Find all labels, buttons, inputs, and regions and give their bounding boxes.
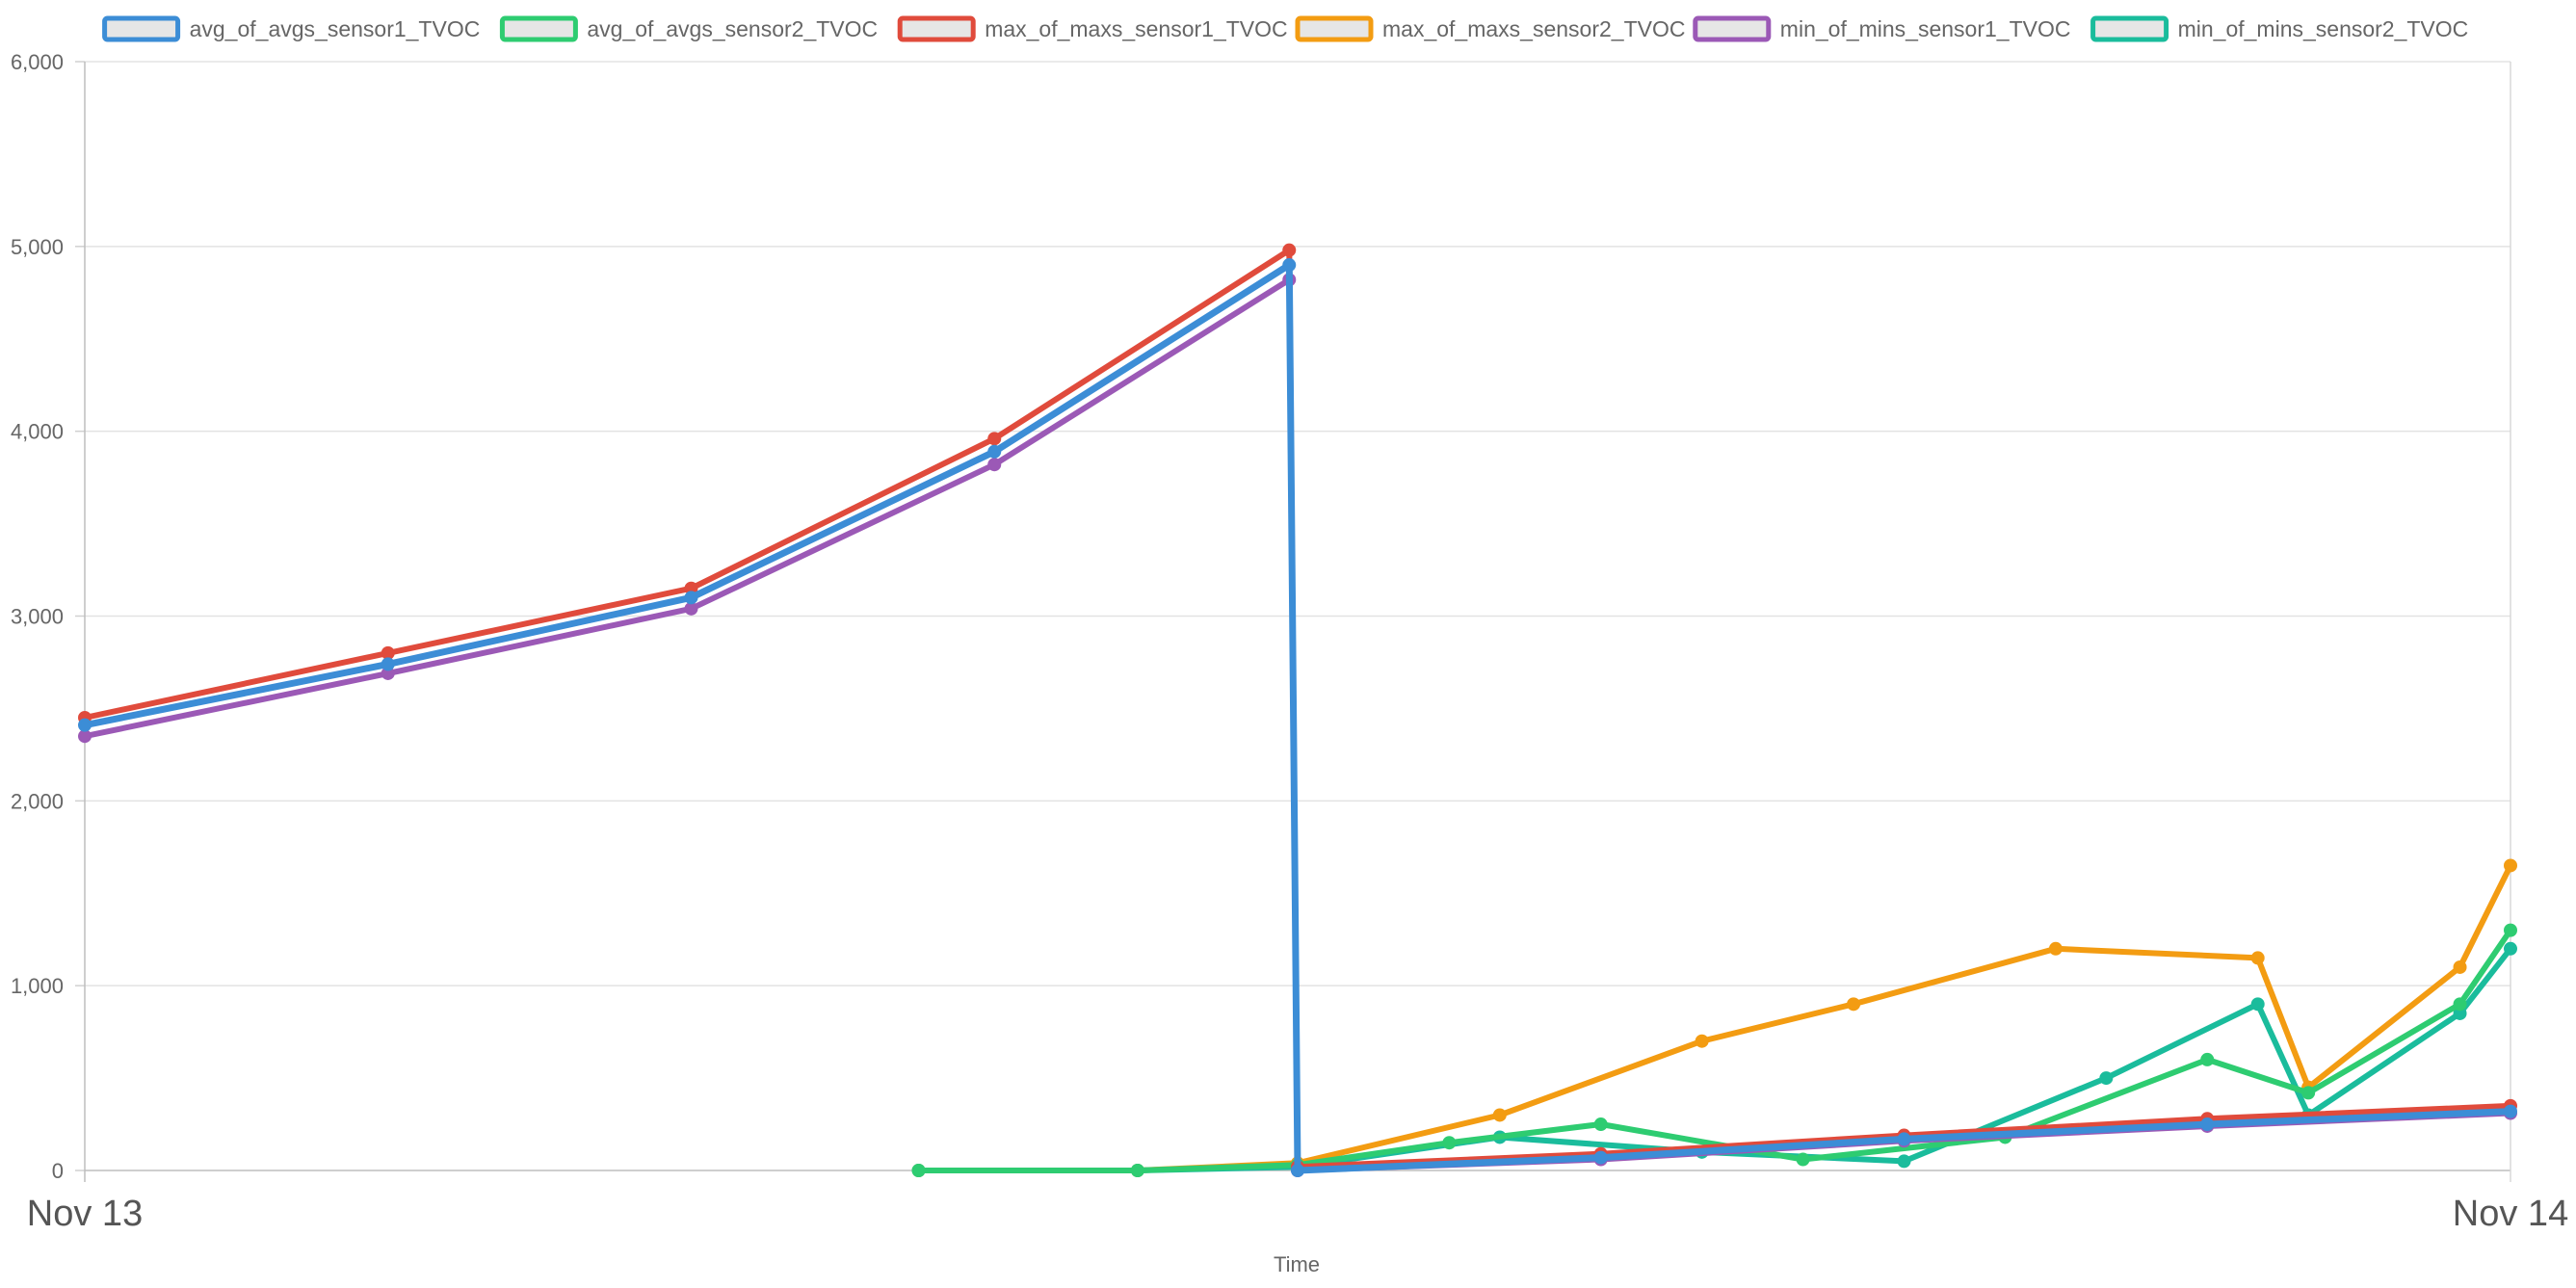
legend-item-min_of_mins_sensor2_TVOC: min_of_mins_sensor2_TVOC bbox=[2090, 15, 2469, 42]
data-point bbox=[1847, 997, 1861, 1012]
y-tick-label: 5,000 bbox=[11, 235, 64, 259]
y-tick-label: 3,000 bbox=[11, 605, 64, 629]
data-point bbox=[2250, 997, 2265, 1012]
data-point bbox=[1897, 1132, 1911, 1146]
legend-label: min_of_mins_sensor1_TVOC bbox=[1780, 16, 2071, 41]
series-avg_of_avgs_sensor1_TVOC bbox=[78, 258, 2517, 1177]
legend-item-avg_of_avgs_sensor1_TVOC: avg_of_avgs_sensor1_TVOC bbox=[102, 15, 481, 42]
data-point bbox=[1282, 243, 1297, 257]
data-point bbox=[1593, 1150, 1608, 1165]
data-point bbox=[1442, 1136, 1457, 1150]
data-point bbox=[2301, 1086, 2316, 1100]
data-point bbox=[1291, 1164, 1304, 1177]
data-point bbox=[78, 729, 92, 744]
x-axis-title: Time bbox=[1274, 1252, 1320, 1276]
legend-swatch bbox=[897, 15, 976, 42]
data-point bbox=[2200, 1117, 2215, 1132]
legend-item-avg_of_avgs_sensor2_TVOC: avg_of_avgs_sensor2_TVOC bbox=[499, 15, 878, 42]
legend-item-min_of_mins_sensor1_TVOC: min_of_mins_sensor1_TVOC bbox=[1693, 15, 2071, 42]
data-point bbox=[2200, 1052, 2215, 1066]
legend-item-max_of_maxs_sensor1_TVOC: max_of_maxs_sensor1_TVOC bbox=[897, 15, 1288, 42]
y-tick-label: 6,000 bbox=[11, 50, 64, 74]
y-tick-label: 2,000 bbox=[11, 789, 64, 813]
series-max_of_maxs_sensor2_TVOC bbox=[911, 858, 2517, 1177]
legend-swatch bbox=[1295, 15, 1374, 42]
data-point bbox=[2504, 1104, 2517, 1118]
legend-label: min_of_mins_sensor2_TVOC bbox=[2178, 16, 2469, 41]
grid bbox=[75, 61, 2511, 1182]
data-point bbox=[1130, 1164, 1144, 1177]
y-tick-label: 4,000 bbox=[11, 420, 64, 444]
data-point bbox=[1593, 1117, 1608, 1132]
data-point bbox=[381, 657, 395, 671]
data-point bbox=[2504, 941, 2517, 956]
data-point bbox=[1796, 1152, 1810, 1167]
axes: 0 1,000 2,000 3,000 4,000 5,000 6,000 Nov 13 Nov… bbox=[11, 50, 2568, 1234]
data-point bbox=[1897, 1154, 1911, 1169]
data-point bbox=[2504, 923, 2517, 937]
data-point bbox=[2099, 1071, 2114, 1086]
x-tick-label: Nov 13 bbox=[27, 1194, 143, 1234]
y-tick-label: 0 bbox=[52, 1159, 64, 1183]
x-tick-label: Nov 14 bbox=[2453, 1194, 2568, 1234]
legend-swatch bbox=[2090, 15, 2169, 42]
data-point bbox=[2453, 997, 2467, 1012]
data-point bbox=[987, 458, 1002, 472]
legend-label: avg_of_avgs_sensor1_TVOC bbox=[190, 16, 481, 41]
data-point bbox=[2504, 858, 2517, 873]
data-point bbox=[1492, 1108, 1507, 1122]
data-point bbox=[2453, 959, 2467, 974]
legend: avg_of_avgs_sensor1_TVOC avg_of_avgs_sens… bbox=[102, 15, 2469, 42]
series-avg_of_avgs_sensor2_TVOC bbox=[911, 923, 2517, 1177]
y-tick-label: 1,000 bbox=[11, 974, 64, 998]
data-point bbox=[684, 591, 698, 605]
data-point bbox=[2048, 941, 2063, 956]
legend-item-max_of_maxs_sensor2_TVOC: max_of_maxs_sensor2_TVOC bbox=[1295, 15, 1685, 42]
series-line bbox=[915, 945, 2513, 1173]
data-point bbox=[1282, 258, 1297, 273]
data-point bbox=[987, 444, 1002, 459]
legend-swatch bbox=[102, 15, 181, 42]
series-line bbox=[915, 927, 2513, 1173]
series-line bbox=[81, 261, 2514, 1174]
data-point bbox=[2250, 951, 2265, 965]
data-point bbox=[684, 601, 698, 616]
legend-label: avg_of_avgs_sensor2_TVOC bbox=[587, 16, 878, 41]
legend-swatch bbox=[499, 15, 578, 42]
series-lines bbox=[78, 243, 2517, 1177]
data-point bbox=[381, 645, 395, 660]
data-point bbox=[1695, 1034, 1709, 1048]
legend-label: max_of_maxs_sensor2_TVOC bbox=[1382, 16, 1685, 41]
legend-label: max_of_maxs_sensor1_TVOC bbox=[985, 16, 1287, 41]
data-point bbox=[78, 718, 92, 732]
legend-swatch bbox=[1693, 15, 1772, 42]
data-point bbox=[987, 432, 1002, 446]
data-point bbox=[911, 1164, 926, 1177]
